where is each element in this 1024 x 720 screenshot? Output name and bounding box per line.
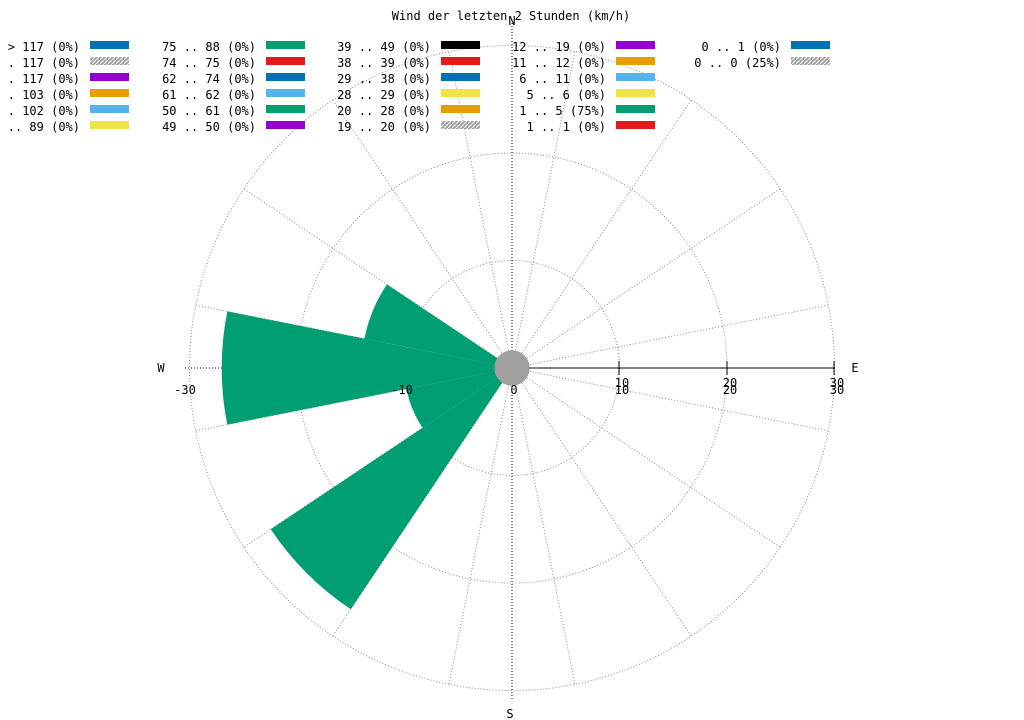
direction-label-west: W — [157, 361, 165, 375]
legend-swatch — [616, 105, 655, 113]
grid-spoke — [511, 188, 781, 369]
legend-swatch — [791, 41, 830, 49]
legend-label: 28 .. 29 (0%) — [337, 88, 431, 102]
tick-label: 20 — [723, 376, 737, 390]
grid-spoke — [511, 367, 829, 432]
legend-swatch — [90, 57, 129, 65]
legend-swatch — [90, 121, 129, 129]
legend-label: 11 .. 12 (0%) — [512, 56, 606, 70]
tick-label: 30 — [830, 383, 844, 397]
legend-swatch — [441, 105, 480, 113]
grid-spoke — [511, 367, 576, 685]
legend-swatch — [441, 121, 480, 129]
legend-swatch — [266, 89, 305, 97]
tick-label: -10 — [391, 383, 413, 397]
radial-tick-labels: -30 -10 0 10 20 30 10 20 30 — [174, 376, 844, 397]
legend-label: .. 89 (0%) — [8, 120, 80, 134]
legend-swatch — [90, 73, 129, 81]
legend-label: 0 .. 0 (25%) — [694, 56, 781, 70]
legend-swatch — [441, 41, 480, 49]
direction-label-east: E — [851, 361, 858, 375]
legend-swatch — [616, 41, 655, 49]
legend-swatch — [616, 57, 655, 65]
legend-swatch — [90, 41, 129, 49]
legend-label: 62 .. 74 (0%) — [162, 72, 256, 86]
direction-label-south: S — [506, 707, 513, 720]
east-axis-ticks — [618, 361, 835, 375]
legend-swatch — [90, 89, 129, 97]
legend-label: > 117 (0%) — [8, 40, 80, 54]
legend-label: 29 .. 38 (0%) — [337, 72, 431, 86]
wind-sector-bar — [221, 311, 513, 425]
legend-swatch — [616, 73, 655, 81]
legend-label: 6 .. 11 (0%) — [519, 72, 606, 86]
wind-sector-bar — [364, 284, 512, 368]
legend-swatch — [791, 57, 830, 65]
legend-swatch — [616, 121, 655, 129]
legend-label: 12 .. 19 (0%) — [512, 40, 606, 54]
legend-swatch — [266, 105, 305, 113]
legend-label: 61 .. 62 (0%) — [162, 88, 256, 102]
grid-spoke — [511, 367, 781, 548]
legend-label: . 117 (0%) — [8, 72, 80, 86]
legend-label: 1 .. 5 (75%) — [519, 104, 606, 118]
legend-swatch — [266, 73, 305, 81]
tick-label: 10 — [615, 376, 629, 390]
tick-label: 30 — [830, 376, 844, 390]
legend-label: 49 .. 50 (0%) — [162, 120, 256, 134]
tick-label: 20 — [723, 383, 737, 397]
legend-label: 38 .. 39 (0%) — [337, 56, 431, 70]
legend-swatch — [616, 89, 655, 97]
grid-spoke — [448, 51, 513, 369]
legend-label: 5 .. 6 (0%) — [527, 88, 606, 102]
legend-label: 39 .. 49 (0%) — [337, 40, 431, 54]
legend-label: . 117 (0%) — [8, 56, 80, 70]
legend-label: 19 .. 20 (0%) — [337, 120, 431, 134]
legend-label: . 103 (0%) — [8, 88, 80, 102]
tick-label: 0 — [510, 383, 517, 397]
wind-sector-bar — [270, 368, 512, 610]
tick-label: 10 — [615, 383, 629, 397]
legend-label: 50 .. 61 (0%) — [162, 104, 256, 118]
legend-label: . 102 (0%) — [8, 104, 80, 118]
legend-swatch — [441, 73, 480, 81]
tick-label: -30 — [174, 383, 196, 397]
legend-label: 20 .. 28 (0%) — [337, 104, 431, 118]
legend-label: 75 .. 88 (0%) — [162, 40, 256, 54]
wind-sectors — [221, 284, 513, 610]
calm-disc-group — [494, 350, 530, 386]
wind-sector-bar — [406, 368, 512, 428]
legend-swatch — [441, 89, 480, 97]
legend-swatch — [90, 105, 129, 113]
legend-swatch — [266, 57, 305, 65]
legend-label: 1 .. 1 (0%) — [527, 120, 606, 134]
legend: > 117 (0%) . 117 (0%) . 117 (0%) . 103 (0%)… — [8, 40, 830, 134]
direction-label-north: N — [508, 14, 515, 28]
legend-swatch — [441, 57, 480, 65]
chart-title: Wind der letzten 2 Stunden (km/h) — [392, 9, 630, 23]
calm-disc — [494, 350, 530, 386]
grid-spoke — [511, 304, 829, 369]
grid-spoke — [511, 367, 692, 637]
grid-spoke — [511, 99, 692, 369]
legend-swatch — [266, 41, 305, 49]
legend-label: 74 .. 75 (0%) — [162, 56, 256, 70]
legend-swatch — [266, 121, 305, 129]
legend-label: 0 .. 1 (0%) — [702, 40, 781, 54]
